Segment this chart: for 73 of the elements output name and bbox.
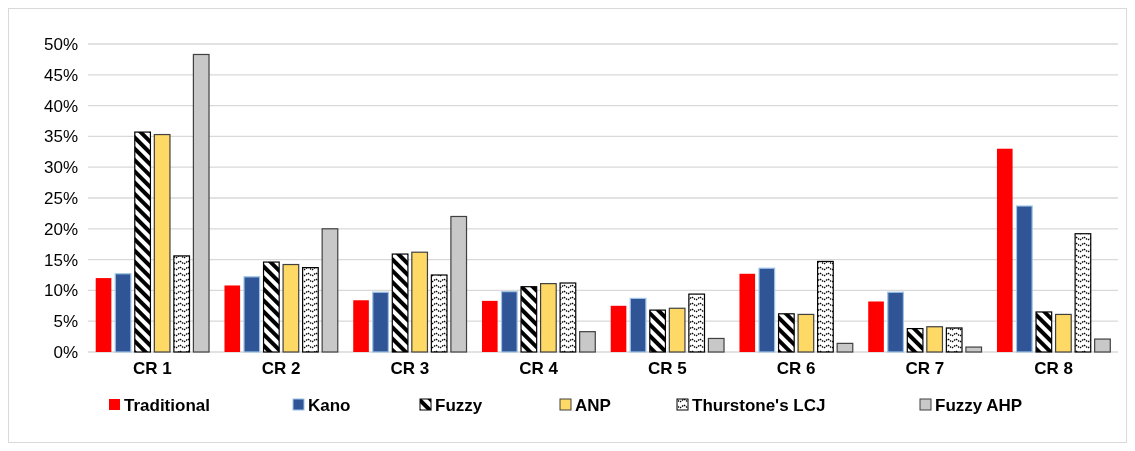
bar (520, 286, 538, 353)
bar (758, 267, 776, 353)
bar (707, 337, 725, 353)
y-tick-label: 45% (43, 65, 78, 85)
legend-label: Fuzzy AHP (935, 395, 1023, 415)
bar (243, 276, 261, 353)
bar (836, 342, 854, 353)
bar (559, 282, 577, 353)
bar (868, 301, 884, 352)
bar (1035, 311, 1053, 353)
legend-label: Traditional (124, 395, 210, 415)
bar (224, 285, 241, 352)
x-tick-label: CR 7 (905, 359, 945, 378)
bar (321, 228, 339, 353)
bar (134, 131, 152, 353)
bar (173, 255, 191, 353)
bar (539, 283, 557, 353)
bar (688, 293, 706, 353)
bar (114, 273, 132, 353)
y-tick-label: 40% (43, 96, 78, 116)
bar (945, 327, 963, 353)
y-tick-label: 15% (43, 250, 78, 270)
bar (353, 300, 369, 352)
y-tick-label: 35% (43, 127, 78, 147)
bar (95, 278, 112, 352)
bar (649, 309, 667, 353)
x-tick-label: CR 8 (1034, 359, 1073, 378)
bar (797, 313, 815, 353)
bar (579, 331, 596, 353)
y-tick-label: 5% (53, 312, 78, 332)
bar (153, 133, 171, 353)
bar (965, 346, 983, 353)
bar (391, 253, 409, 353)
legend-label: ANP (575, 395, 611, 415)
bar (1054, 313, 1072, 353)
bar (887, 291, 904, 353)
x-tick-label: CR 5 (648, 359, 687, 378)
bar (411, 251, 429, 353)
bar (777, 313, 795, 353)
legend-label: Kano (308, 395, 351, 415)
bar (192, 53, 210, 353)
bar (1015, 205, 1033, 353)
y-tick-label: 50% (43, 34, 78, 54)
bar (430, 274, 448, 353)
bar (817, 260, 834, 353)
bar (926, 326, 944, 353)
bar (906, 327, 924, 353)
x-tick-label: CR 2 (261, 359, 301, 378)
y-tick-label: 20% (43, 219, 78, 239)
legend-label: Thurstone's LCJ (692, 395, 826, 415)
bar (610, 305, 627, 352)
bar (1094, 338, 1111, 353)
legend-label: Fuzzy (435, 395, 483, 415)
bar (629, 297, 647, 353)
bar (262, 261, 280, 353)
bar (739, 273, 756, 352)
x-tick-label: CR 3 (390, 359, 430, 378)
y-tick-label: 0% (53, 342, 78, 362)
y-tick-label: 30% (43, 158, 78, 178)
y-tick-label: 10% (43, 281, 78, 301)
x-tick-label: CR 4 (519, 359, 559, 378)
bar (481, 300, 498, 352)
bar (996, 148, 1013, 352)
y-tick-label: 25% (43, 188, 78, 208)
bar (1074, 233, 1092, 353)
bar (372, 291, 389, 353)
bar (302, 267, 319, 353)
bar (500, 291, 518, 353)
bar (282, 263, 300, 353)
x-tick-label: CR 6 (776, 359, 816, 378)
bar (668, 307, 686, 353)
bar (450, 215, 468, 353)
x-tick-label: CR 1 (133, 359, 172, 378)
